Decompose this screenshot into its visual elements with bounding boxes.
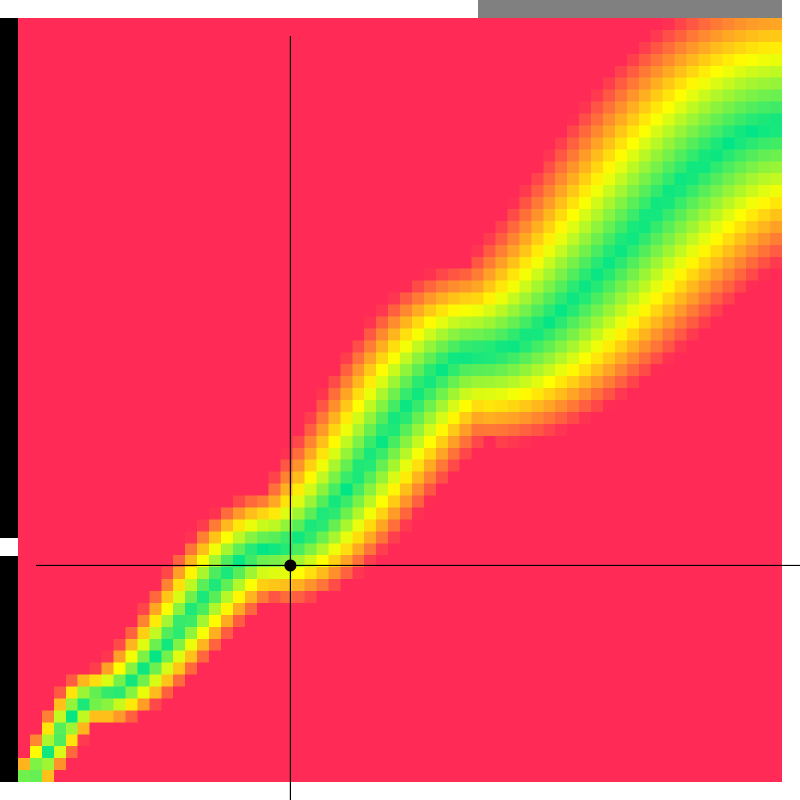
left-border-notch: [0, 538, 18, 556]
plot-area: [18, 18, 782, 782]
top-tab-bar: [478, 0, 782, 18]
chart-container: [0, 0, 800, 800]
heatmap-canvas: [18, 18, 782, 782]
left-border-bar: [0, 18, 18, 782]
